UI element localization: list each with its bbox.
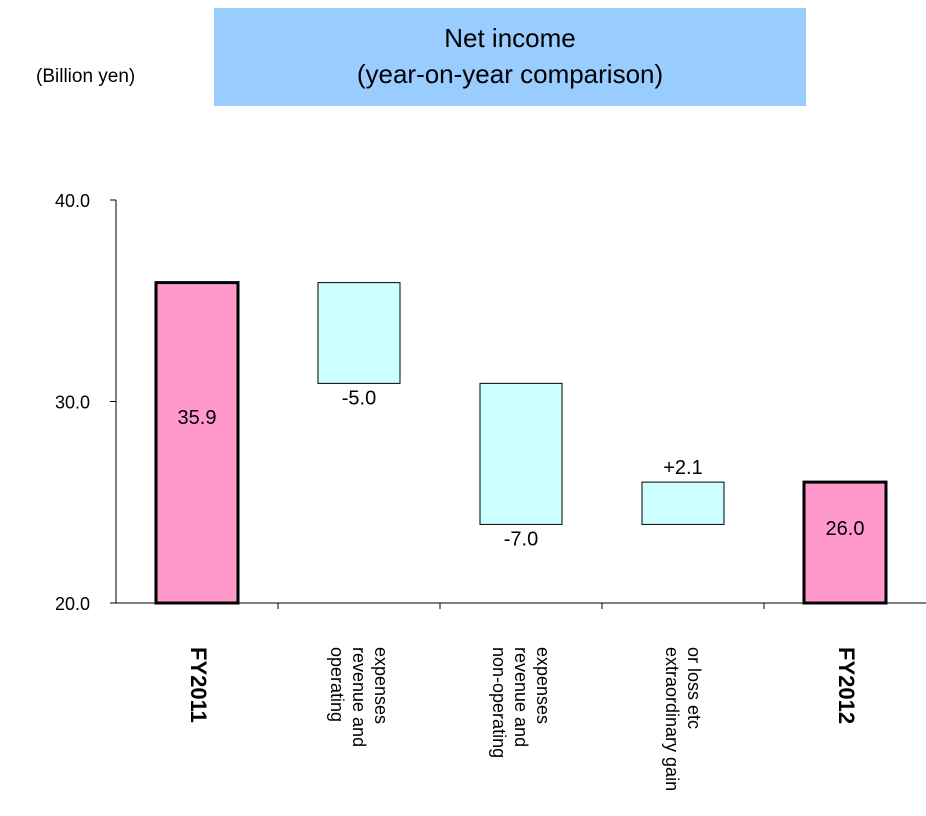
change-bar [317, 282, 401, 384]
category-label: non-operating revenue and expenses [489, 647, 553, 758]
category-label-line: FY2012 [834, 647, 859, 724]
chart-bars [154, 281, 888, 605]
category-label-line: or loss etc [684, 647, 704, 729]
chart-axes: 20.0 30.0 40.0 [55, 191, 926, 614]
data-label: -5.0 [342, 387, 376, 409]
category-label-line: FY2011 [186, 647, 211, 723]
data-label: 35.9 [178, 407, 217, 429]
change-bar [479, 382, 563, 525]
chart-title-line-1: Net income [444, 23, 576, 53]
total-bar [802, 480, 888, 605]
category-label: extraordinary gain or loss etc [662, 647, 704, 791]
category-label: FY2011 [186, 647, 211, 723]
data-label: -7.0 [504, 528, 538, 550]
chart-title: Net income (year-on-year comparison) [214, 8, 806, 106]
category-label-line: extraordinary gain [662, 647, 682, 791]
unit-label: (Billion yen) [36, 66, 136, 87]
chart-category-labels: FY2011 operating revenue and expenses non-op… [186, 647, 859, 791]
category-label: operating revenue and expenses [327, 647, 391, 747]
data-label: 26.0 [826, 518, 865, 540]
category-label: FY2012 [834, 647, 859, 724]
category-label-line: revenue and [511, 647, 531, 747]
y-tick-label: 20.0 [55, 594, 90, 614]
chart-data-labels: 35.9 -5.0 -7.0 +2.1 26.0 [178, 387, 865, 550]
category-label-line: operating [327, 647, 347, 722]
category-label-line: non-operating [489, 647, 509, 758]
data-label: +2.1 [663, 457, 702, 479]
chart-title-line-2: (year-on-year comparison) [356, 59, 664, 89]
y-tick-label: 40.0 [55, 191, 90, 211]
y-tick-label: 30.0 [55, 393, 90, 413]
category-label-line: revenue and [349, 647, 369, 747]
category-label-line: expenses [533, 647, 553, 724]
change-bar [641, 481, 725, 525]
category-label-line: expenses [371, 647, 391, 724]
total-bar [154, 281, 240, 605]
